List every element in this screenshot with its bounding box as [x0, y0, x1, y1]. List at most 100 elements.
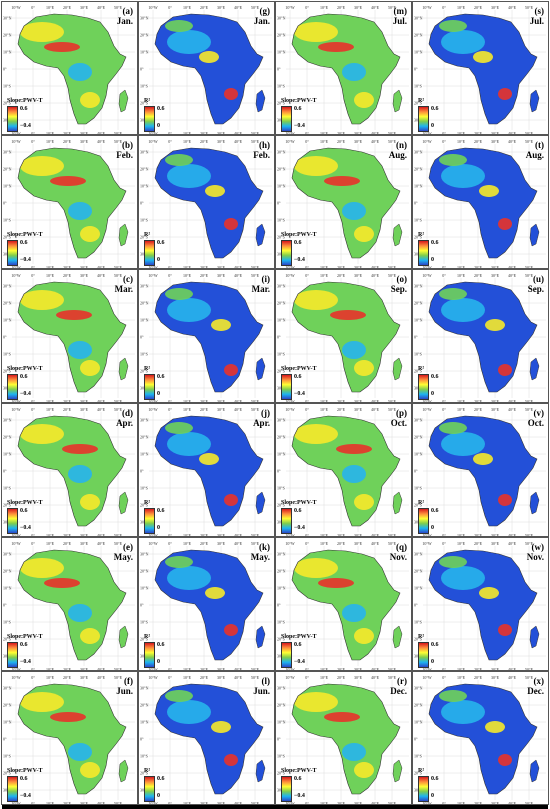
lon-tick-label: 40°E	[234, 801, 243, 805]
legend-title: Slope:PWV-T	[7, 366, 43, 372]
lon-tick-label: 20°E	[63, 667, 72, 671]
lat-tick-label: 20°N	[3, 703, 12, 708]
lon-tick-label: 0°	[442, 533, 446, 537]
lat-tick-label: 10°N	[140, 184, 149, 189]
lon-tick-label: 0°	[442, 273, 446, 278]
colorbar-high-label: 0.6	[294, 508, 302, 514]
legend-title: Slope:PWV-T	[281, 634, 317, 640]
colorbar-legend: Slope:PWV-T 0.6 −0.4	[7, 768, 43, 802]
panel-id: (c)	[123, 274, 133, 284]
panel-month: Apr.	[116, 418, 133, 428]
lon-tick-label: 10°E	[457, 139, 466, 144]
lon-tick-label: 30°E	[217, 273, 226, 278]
lat-tick-label: 20°S	[277, 369, 285, 374]
lon-tick-label: 40°E	[234, 541, 243, 546]
lon-tick-label: 0°	[305, 139, 309, 144]
lon-tick-label: 30°E	[80, 273, 89, 278]
lon-tick-label: 40°E	[234, 265, 243, 269]
lat-tick-label: 30°N	[3, 16, 12, 21]
lon-tick-label: 0°	[168, 667, 172, 671]
lon-tick-label: 0°	[442, 139, 446, 144]
lat-tick-label: 30°N	[3, 418, 12, 423]
lon-tick-label: 10°E	[320, 675, 329, 680]
colorbar-high-label: 0.6	[431, 240, 439, 246]
map-panel: 10°W 10°W 0° 0° 10°E 10°E 20°E 20°E 30°E 30°E 40°E…	[1, 403, 138, 537]
lon-tick-label: 20°E	[63, 131, 72, 135]
madagascar-outline	[118, 759, 129, 783]
colorbar	[7, 106, 18, 132]
lat-tick-label: 30°N	[140, 284, 149, 289]
lat-tick-label: 30°S	[277, 654, 285, 659]
lon-tick-label: 20°E	[337, 265, 346, 269]
lon-tick-label: 20°E	[474, 533, 483, 537]
lon-tick-label: 50°E	[525, 5, 534, 10]
lon-tick-label: 0°	[305, 273, 309, 278]
lon-tick-label: 30°E	[80, 131, 89, 135]
lon-tick-label: 0°	[31, 675, 35, 680]
colorbar-high-label: 0.6	[157, 776, 165, 782]
colorbar-low-label: 0	[157, 659, 160, 665]
lat-tick-label: 20°N	[140, 703, 149, 708]
colorbar-low-label: 0	[157, 525, 160, 531]
map-panel: 10°W 10°W 0° 0° 10°E 10°E 20°E 20°E 30°E 30°E 40°E…	[275, 403, 412, 537]
lon-tick-label: 10°W	[422, 675, 432, 680]
lon-tick-label: 20°E	[63, 407, 72, 412]
lon-tick-label: 10°W	[422, 139, 432, 144]
colorbar-ticks: 0.6 0	[431, 776, 449, 800]
continent-outline	[154, 415, 264, 527]
colorbar-legend: R² 0.6 0	[418, 366, 449, 400]
lon-tick-label: 50°E	[251, 131, 260, 135]
lat-tick-label: 20°S	[277, 235, 285, 240]
colorbar	[144, 776, 155, 802]
lat-tick-label: 0°	[414, 335, 418, 340]
legend-title: Slope:PWV-T	[7, 98, 43, 104]
lat-tick-label: 30°N	[414, 16, 423, 21]
lat-tick-label: 20°S	[3, 235, 11, 240]
lon-tick-label: 30°E	[80, 667, 89, 671]
lon-tick-label: 0°	[31, 533, 35, 537]
lon-tick-label: 0°	[305, 541, 309, 546]
colorbar-high-label: 0.6	[294, 642, 302, 648]
continent-outline	[17, 13, 127, 125]
lon-tick-label: 50°E	[525, 675, 534, 680]
lon-tick-label: 30°E	[80, 399, 89, 403]
lon-tick-label: 40°E	[508, 801, 517, 805]
lon-tick-label: 20°E	[474, 801, 483, 805]
lon-tick-label: 0°	[31, 667, 35, 671]
lon-tick-label: 10°W	[148, 265, 158, 269]
africa-map: 10°W 10°W 0° 0° 10°E 10°E 20°E 20°E 30°E 30°E 40°E…	[140, 273, 272, 402]
madagascar-outline	[392, 89, 403, 113]
lat-tick-label: 10°N	[414, 452, 423, 457]
lon-tick-label: 20°E	[200, 131, 209, 135]
lon-tick-label: 10°E	[457, 533, 466, 537]
colorbar-low-label: −0.4	[294, 391, 305, 397]
lat-tick-label: 10°S	[140, 352, 148, 357]
lat-tick-label: 10°S	[3, 486, 11, 491]
colorbar-high-label: 0.6	[20, 642, 28, 648]
lat-tick-label: 10°S	[414, 486, 422, 491]
panel-month: Sep.	[390, 284, 407, 294]
map-panel: 10°W 10°W 0° 0° 10°E 10°E 20°E 20°E 30°E 30°E 40°E…	[1, 1, 138, 135]
lon-tick-label: 20°E	[63, 801, 72, 805]
africa-map: 10°W 10°W 0° 0° 10°E 10°E 20°E 20°E 30°E 30°E 40°E…	[3, 273, 135, 403]
lon-tick-label: 10°W	[11, 273, 21, 278]
panel-label: (q) Nov.	[390, 542, 407, 562]
colorbar-ticks: 0.6 −0.4	[294, 776, 312, 800]
colorbar-high-label: 0.6	[157, 374, 165, 380]
map-panel: 10°W 10°W 0° 0° 10°E 10°E 20°E 20°E 30°E 30°E 40°E…	[138, 537, 275, 671]
lat-tick-label: 20°S	[3, 637, 11, 642]
lon-tick-label: 40°E	[97, 533, 106, 537]
colorbar-ticks: 0.6 0	[431, 508, 449, 532]
lon-tick-label: 10°E	[46, 407, 55, 412]
continent-outline	[17, 549, 127, 661]
colorbar-low-label: −0.4	[294, 257, 305, 263]
lon-tick-label: 40°E	[371, 801, 380, 805]
lat-tick-label: 20°S	[3, 101, 11, 106]
madagascar-outline	[118, 223, 129, 247]
colorbar-legend: Slope:PWV-T 0.6 −0.4	[281, 768, 317, 802]
colorbar-legend: R² 0.6 0	[418, 768, 449, 802]
lon-tick-label: 10°W	[422, 667, 432, 671]
panel-month: Dec.	[527, 686, 544, 696]
legend-title: Slope:PWV-T	[281, 98, 317, 104]
lat-tick-label: 20°N	[3, 569, 12, 574]
